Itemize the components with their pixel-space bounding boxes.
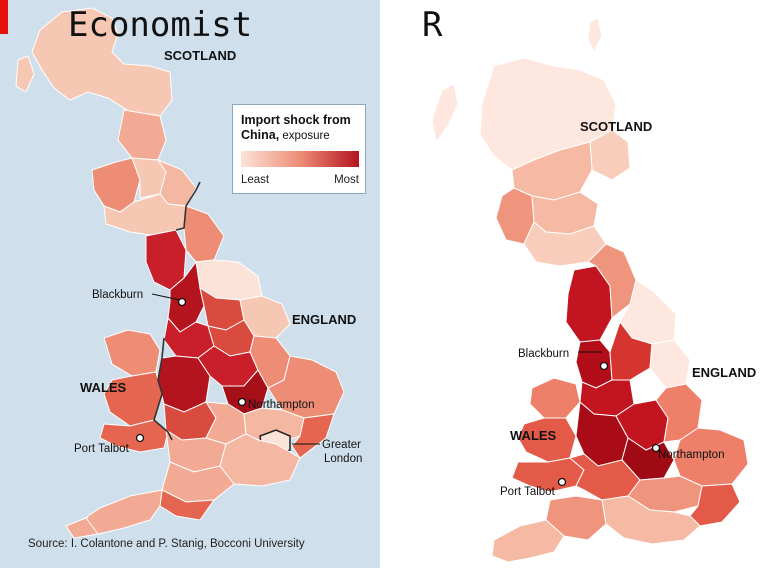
legend-title-exposure: exposure [279,130,330,142]
label-greater-london-line2: London [324,453,362,465]
r-label-england: ENGLAND [692,365,756,380]
leader-blackburn [151,293,181,301]
r-region-north-wales [529,377,581,419]
r-title: R [422,5,443,45]
r-label-wales: WALES [510,428,557,443]
region-blackburn-lancashire [167,260,205,333]
marker-northampton [237,397,247,407]
r-region-cornwall-devon [491,519,565,563]
region-essex-kent [291,413,335,459]
r-marker-northampton [651,443,661,453]
r-region-southern-uplands [523,221,607,267]
economist-title: Economist [68,5,253,45]
r-marker-blackburn [599,361,609,371]
r-region-yorkshire-east [649,339,691,389]
economist-red-tab [0,0,8,34]
r-region-east-anglia [673,427,749,487]
legend-most-label: Most [334,174,359,186]
label-wales: WALES [80,380,127,395]
r-region-outer-hebrides [431,83,459,144]
economist-map: SCOTLAND ENGLAND WALES Blackburn Northam… [15,7,362,539]
label-blackburn: Blackburn [92,289,143,301]
region-highland-islands [15,55,35,93]
label-england: ENGLAND [292,312,356,327]
economist-map-panel: SCOTLAND ENGLAND WALES Blackburn Northam… [0,0,380,568]
r-label-scotland: SCOTLAND [580,119,652,134]
r-map: SCOTLAND ENGLAND WALES Blackburn Northam… [431,17,756,563]
marker-blackburn [177,297,187,307]
source-note: Source: I. Colantone and P. Stanig, Bocc… [28,538,305,550]
wales-england-border [153,337,173,441]
scotland-england-border [175,181,201,231]
region-east-anglia [267,355,345,419]
label-northampton: Northampton [248,399,314,411]
r-map-panel: SCOTLAND ENGLAND WALES Blackburn Northam… [384,0,760,568]
region-cornwall-tip [65,517,99,539]
legend-title-line1: Import shock from [241,113,351,127]
r-region-south-coast [601,495,701,545]
panel-divider [380,0,384,568]
r-region-shetland [587,17,603,54]
legend-title: Import shock from China, exposure [241,113,361,144]
legend-title-china: China, [241,128,280,142]
region-north-wales [103,329,161,377]
label-greater-london-line1: Greater [322,439,361,451]
r-marker-port-talbot [557,477,567,487]
region-south-coast [219,433,301,487]
r-label-port-talbot: Port Talbot [500,486,556,498]
r-label-northampton: Northampton [658,449,724,461]
region-south-wales [99,419,169,453]
label-port-talbot: Port Talbot [74,443,130,455]
legend-least-label: Least [241,174,270,186]
legend-gradient [241,151,359,167]
marker-port-talbot [135,433,145,443]
legend: Import shock from China, exposure Least … [232,104,366,194]
r-label-blackburn: Blackburn [518,348,569,360]
region-scotland-highland-east [117,109,167,161]
region-northeast [183,205,225,263]
label-scotland: SCOTLAND [164,48,236,63]
